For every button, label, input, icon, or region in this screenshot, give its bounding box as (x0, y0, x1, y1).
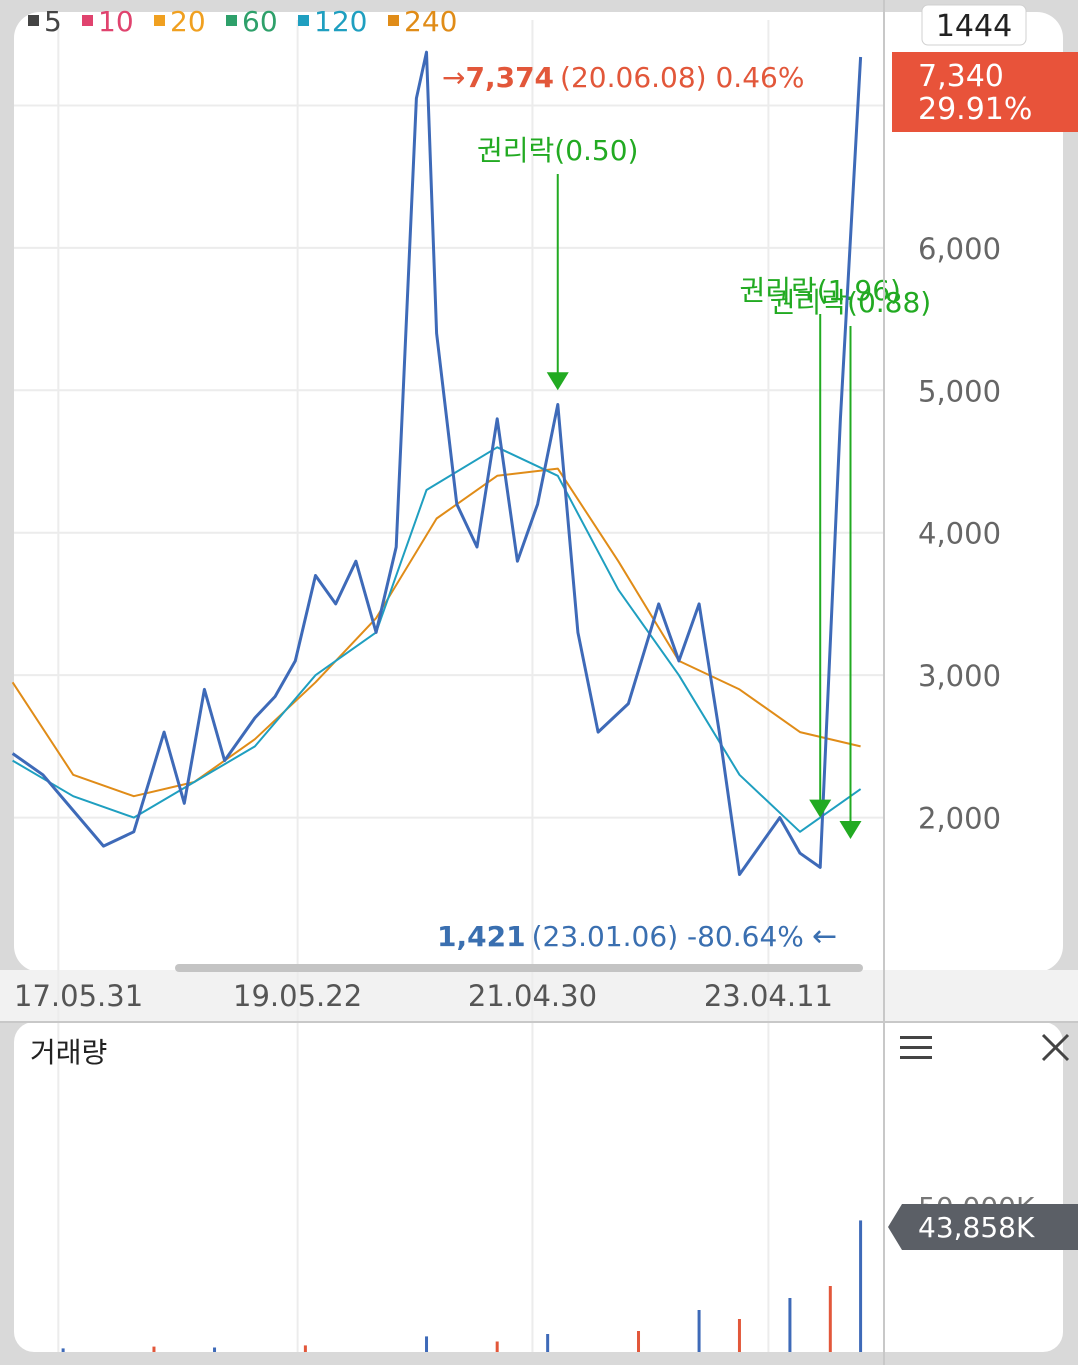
volume-bar (61, 1348, 65, 1352)
volume-bar (303, 1345, 307, 1352)
volume-badge-value: 43,858K (918, 1211, 1035, 1244)
volume-bar (637, 1331, 641, 1352)
ma-legend: 5 10 20 60 120 240 (28, 5, 457, 38)
legend-swatch (388, 15, 399, 26)
x-axis-ticks: 17.05.31 19.05.22 21.04.30 23.04.11 (14, 979, 833, 1013)
top-right-value-box (921, 4, 1027, 46)
legend-label: 5 (44, 5, 62, 38)
low-marker-arrow: ← (812, 919, 837, 954)
low-marker-value: 1,421 (437, 920, 526, 953)
event-marker-label: 권리락(0.88) (770, 286, 931, 319)
y-tick-label: 2,000 (918, 802, 1001, 836)
high-marker-value: 7,374 (465, 61, 554, 94)
volume-bar (495, 1341, 499, 1352)
legend-label: 10 (98, 5, 134, 38)
close-icon[interactable] (1041, 1033, 1070, 1062)
volume-bar (859, 1220, 863, 1352)
legend-label: 120 (314, 5, 367, 38)
legend-label: 20 (170, 5, 206, 38)
price-badge-value: 7,340 (918, 59, 1004, 94)
legend-swatch (82, 15, 93, 26)
x-tick-label: 21.04.30 (468, 979, 597, 1013)
volume-badge (888, 1204, 1078, 1250)
price-badge-change: 29.91% (918, 92, 1032, 127)
legend-swatch (154, 15, 165, 26)
volume-bar (788, 1298, 792, 1352)
legend-swatch (28, 15, 39, 26)
y-tick-label: 3,000 (918, 659, 1001, 693)
event-marker-arrow (839, 820, 862, 839)
volume-panel-background (14, 1022, 1063, 1352)
volume-bar (213, 1347, 217, 1352)
low-marker: 1,421 (23.01.06) -80.64% (437, 920, 804, 953)
high-marker-arrow: → (442, 61, 465, 94)
event-markers: 권리락(0.50) 권리락(1.96)권리락(0.88) (477, 134, 931, 839)
event-marker-label: 권리락(1.96) (739, 274, 900, 307)
volume-bar (737, 1319, 741, 1352)
hamburger-menu-icon[interactable] (900, 1036, 932, 1059)
high-marker-detail: (20.06.08) 0.46% (560, 61, 804, 94)
volume-bar (152, 1346, 156, 1352)
volume-bar (425, 1336, 429, 1352)
top-right-value: 1444 (936, 9, 1012, 44)
volume-bar (828, 1286, 832, 1352)
legend-swatch (226, 15, 237, 26)
volume-bar (546, 1334, 550, 1352)
horizontal-scrollbar[interactable] (175, 964, 863, 972)
event-marker-label: 권리락(0.50) (477, 134, 638, 167)
high-marker: →7,374 (20.06.08) 0.46% (442, 61, 804, 94)
series-line-price (11, 50, 863, 876)
legend-swatch (298, 15, 309, 26)
x-axis-strip (0, 970, 1078, 1022)
y-tick-label: 5,000 (918, 374, 1001, 408)
legend-label: 60 (242, 5, 278, 38)
volume-bar (697, 1310, 701, 1352)
legend-label: 240 (404, 5, 457, 38)
x-tick-label: 23.04.11 (704, 979, 833, 1013)
event-marker-arrow (809, 799, 832, 818)
event-marker-arrow (546, 372, 569, 391)
volume-bars (61, 1220, 863, 1352)
x-tick-label: 19.05.22 (233, 979, 362, 1013)
y-tick-label: 4,000 (918, 517, 1001, 551)
price-badge (892, 52, 1078, 132)
grid (14, 104, 884, 819)
x-tick-label: 17.05.31 (14, 979, 143, 1013)
y-tick-label: 6,000 (918, 232, 1001, 266)
series-line-240 (11, 467, 861, 798)
vertical-grid (57, 20, 770, 1352)
series-layer (11, 50, 863, 876)
volume-panel-title: 거래량 (30, 1036, 107, 1069)
low-marker-detail: (23.01.06) -80.64% (532, 920, 804, 953)
